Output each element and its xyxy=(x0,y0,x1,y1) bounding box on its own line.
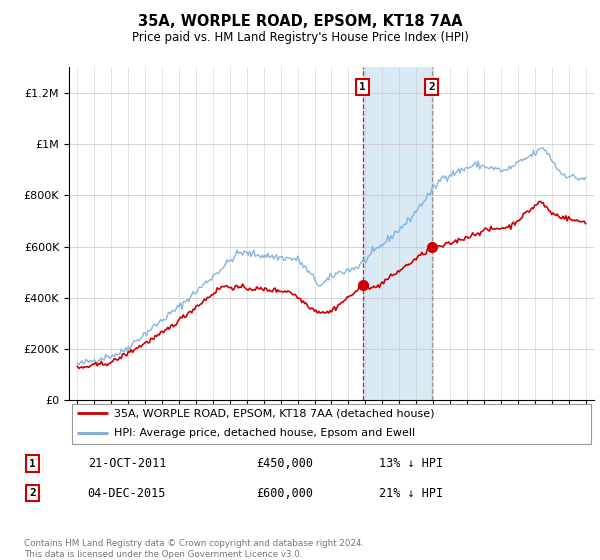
Text: 2: 2 xyxy=(29,488,36,498)
Text: 1: 1 xyxy=(29,459,36,469)
Text: HPI: Average price, detached house, Epsom and Ewell: HPI: Average price, detached house, Epso… xyxy=(113,428,415,437)
Text: 13% ↓ HPI: 13% ↓ HPI xyxy=(379,457,443,470)
Text: 2: 2 xyxy=(428,82,435,92)
Text: £450,000: £450,000 xyxy=(256,457,313,470)
Text: 04-DEC-2015: 04-DEC-2015 xyxy=(88,487,166,500)
Text: 1: 1 xyxy=(359,82,366,92)
Text: 21-OCT-2011: 21-OCT-2011 xyxy=(88,457,166,470)
Text: £600,000: £600,000 xyxy=(256,487,313,500)
Text: Price paid vs. HM Land Registry's House Price Index (HPI): Price paid vs. HM Land Registry's House … xyxy=(131,31,469,44)
Text: 35A, WORPLE ROAD, EPSOM, KT18 7AA (detached house): 35A, WORPLE ROAD, EPSOM, KT18 7AA (detac… xyxy=(113,408,434,418)
Bar xyxy=(363,67,432,400)
Text: 21% ↓ HPI: 21% ↓ HPI xyxy=(379,487,443,500)
Text: 35A, WORPLE ROAD, EPSOM, KT18 7AA: 35A, WORPLE ROAD, EPSOM, KT18 7AA xyxy=(137,14,463,29)
FancyBboxPatch shape xyxy=(71,404,592,445)
Text: Contains HM Land Registry data © Crown copyright and database right 2024.
This d: Contains HM Land Registry data © Crown c… xyxy=(24,539,364,559)
